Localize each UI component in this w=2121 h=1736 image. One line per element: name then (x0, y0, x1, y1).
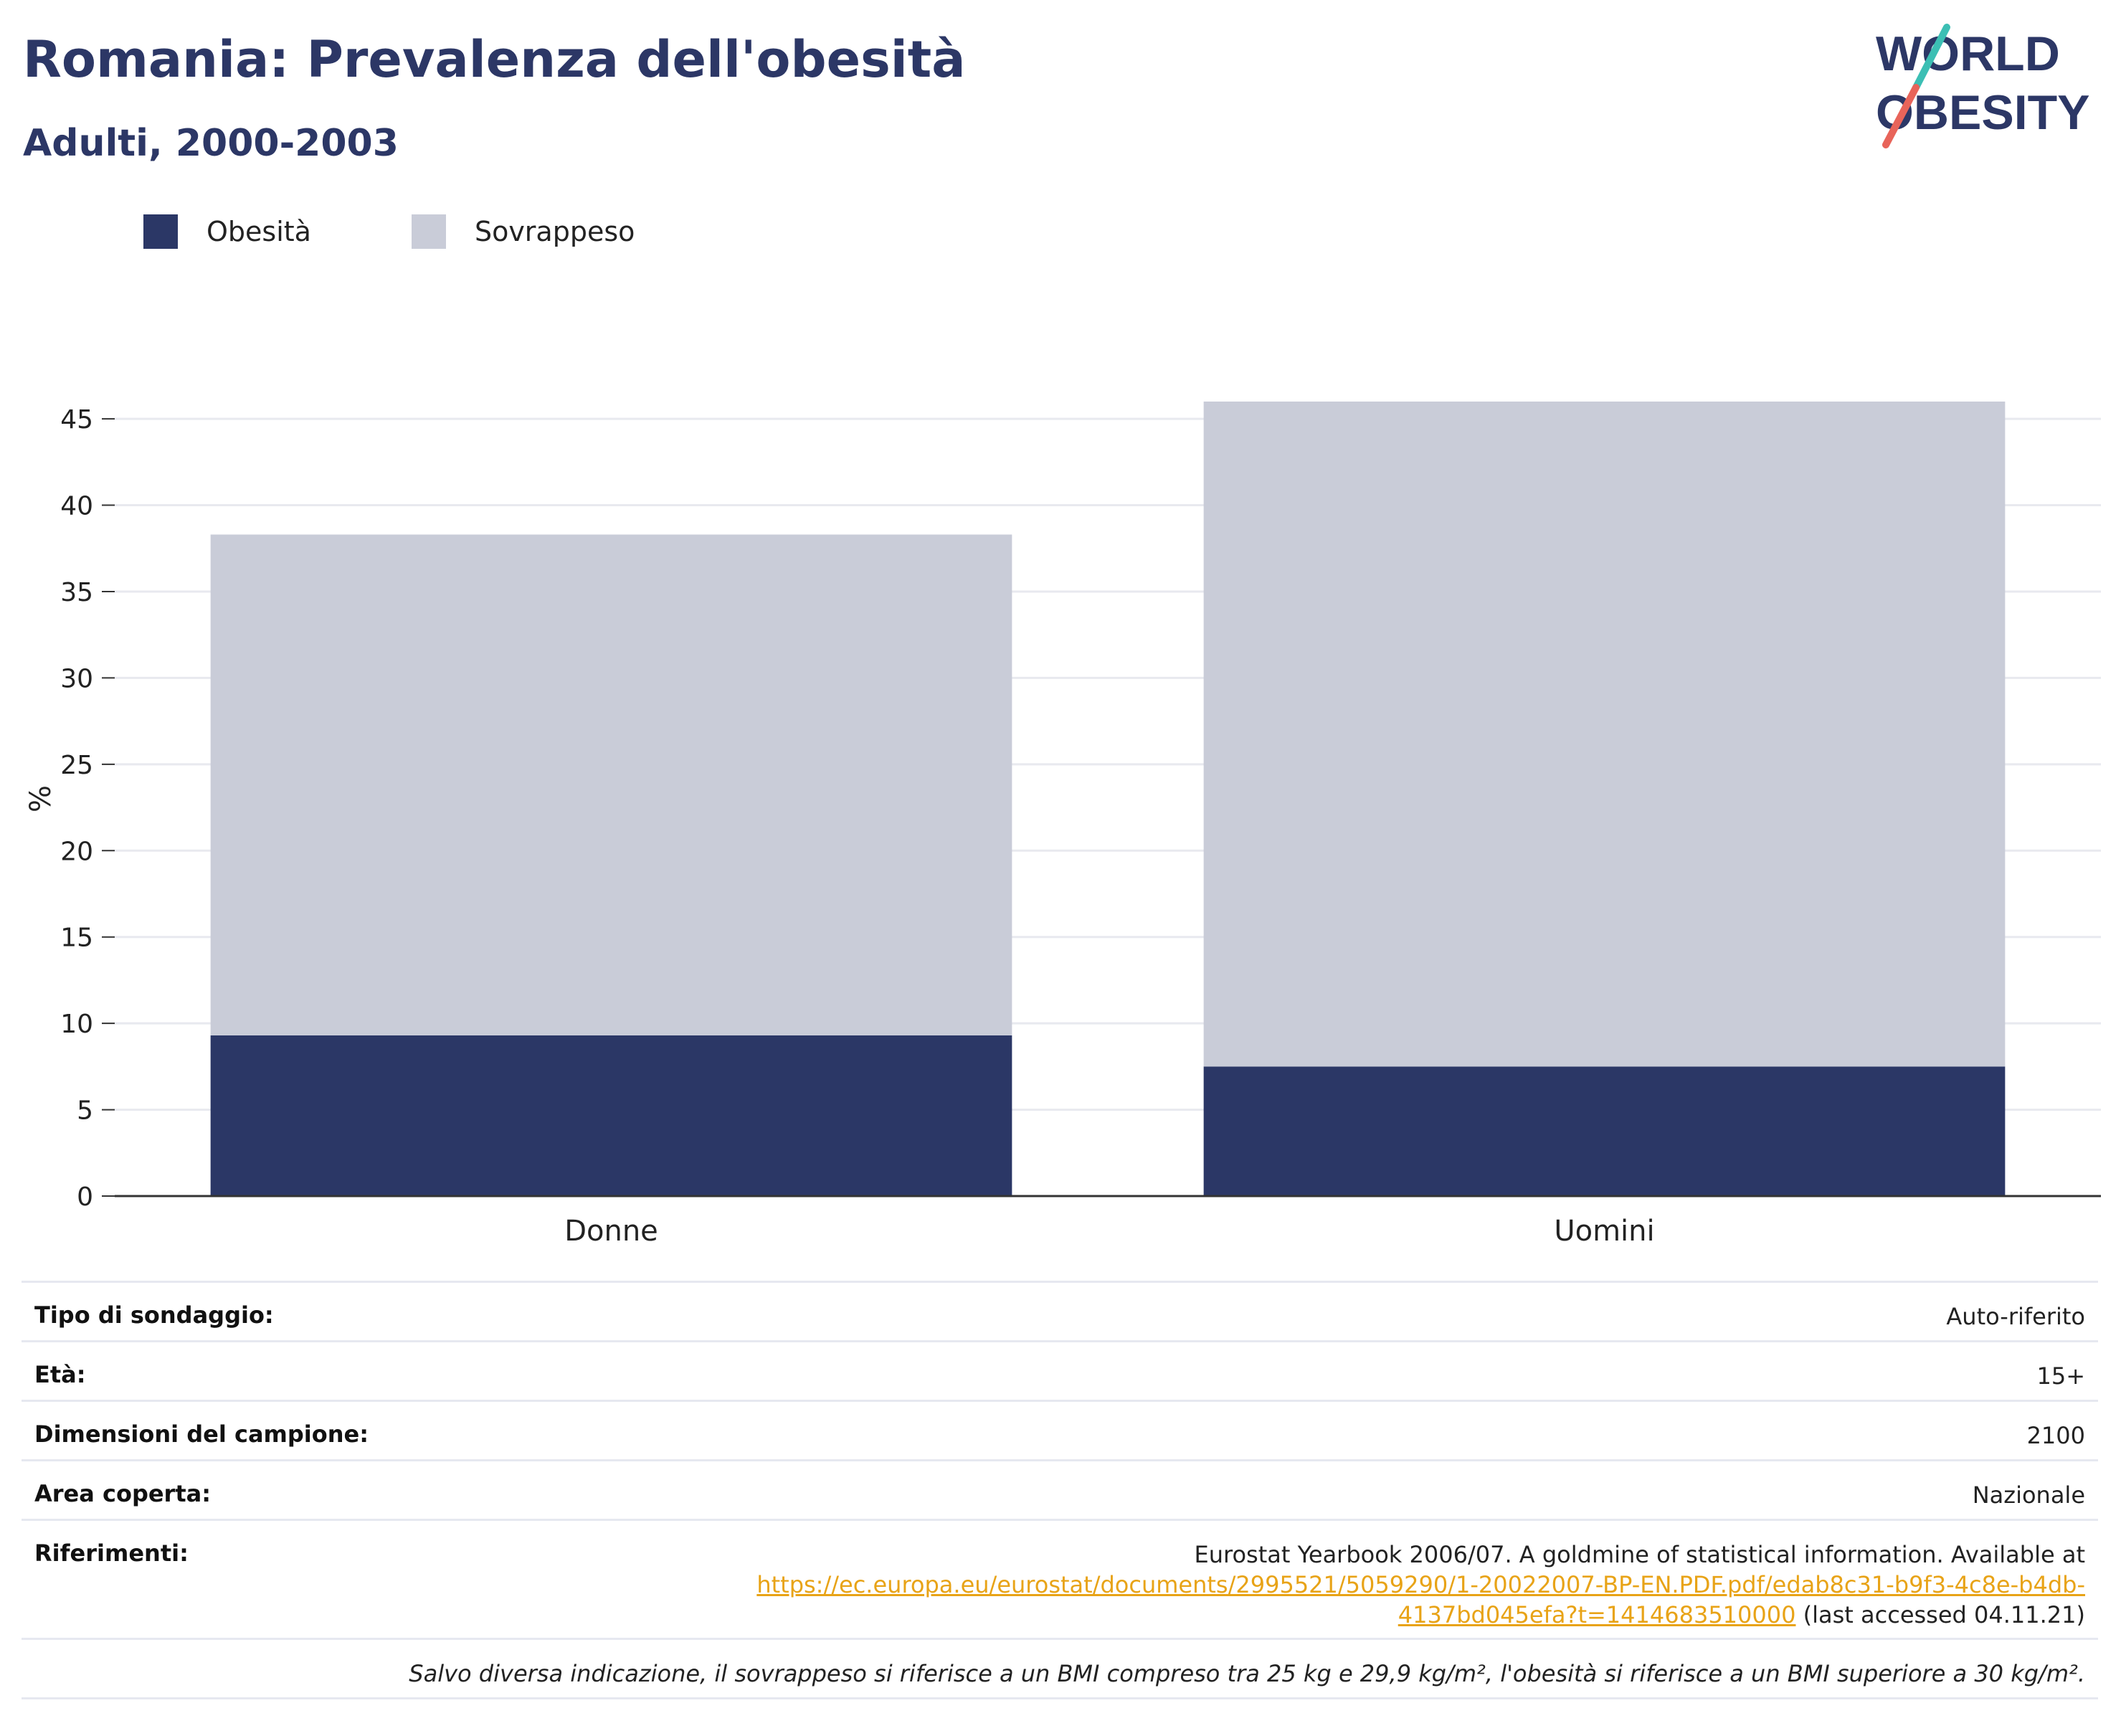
x-tick-label: Uomini (1554, 1215, 1654, 1248)
info-row-campione: Dimensioni del campione: 2100 (22, 1400, 2098, 1459)
info-row-note: Salvo diversa indicazione, il sovrappeso… (22, 1638, 2098, 1697)
info-key: Tipo di sondaggio: (34, 1301, 274, 1329)
y-tick-label: 0 (77, 1182, 93, 1212)
info-value: 15+ (2036, 1362, 2085, 1390)
bmi-note: Salvo diversa indicazione, il sovrappeso… (409, 1660, 2085, 1687)
logo-line1: WORLD (1876, 27, 2060, 81)
bar-donne-obesit (210, 1035, 1012, 1196)
references-intro: Eurostat Yearbook 2006/07. A goldmine of… (1194, 1541, 2086, 1568)
chart-legend: Obesità Sovrappeso (143, 214, 735, 250)
info-row-area: Area coperta: Nazionale (22, 1459, 2098, 1519)
bar-uomini-sovrappeso (1203, 402, 2006, 1067)
legend-label-obesita: Obesità (207, 216, 311, 247)
y-tick-label: 10 (60, 1010, 93, 1039)
bar-donne-sovrappeso (210, 534, 1012, 1035)
info-key: Riferimenti: (34, 1540, 189, 1567)
info-row-eta: Età: 15+ (22, 1340, 2098, 1400)
page-title: Romania: Prevalenza dell'obesità (23, 30, 966, 89)
info-row-tipo: Tipo di sondaggio: Auto-riferito (22, 1281, 2098, 1340)
legend-swatch-sovrappeso (411, 214, 446, 249)
y-tick-label: 30 (60, 664, 93, 693)
info-value: Nazionale (1972, 1481, 2085, 1509)
references-accessed: (last accessed 04.11.21) (1795, 1601, 2085, 1628)
y-tick-label: 35 (60, 578, 93, 607)
references-link[interactable]: https://ec.europa.eu/eurostat/documents/… (756, 1571, 2085, 1628)
info-key: Area coperta: (34, 1480, 212, 1507)
y-axis-label: % (24, 785, 57, 812)
info-key: Età: (34, 1361, 86, 1388)
page-subtitle: Adulti, 2000-2003 (23, 122, 399, 165)
y-tick-label: 5 (77, 1096, 93, 1126)
y-tick-label: 40 (60, 492, 93, 521)
legend-item-obesita[interactable]: Obesità (143, 214, 311, 249)
survey-info-table: Tipo di sondaggio: Auto-riferito Età: 15… (22, 1281, 2098, 1699)
info-value: Auto-riferito (1946, 1303, 2085, 1330)
x-tick-label: Donne (564, 1215, 658, 1248)
legend-swatch-obesita (143, 214, 178, 249)
bar-uomini-obesit (1203, 1066, 2006, 1196)
y-tick-label: 15 (60, 924, 93, 953)
y-tick-label: 20 (60, 837, 93, 866)
references-text: Eurostat Yearbook 2006/07. A goldmine of… (756, 1540, 2085, 1630)
info-row-riferimenti: Riferimenti: Eurostat Yearbook 2006/07. … (22, 1519, 2098, 1638)
legend-item-sovrappeso[interactable]: Sovrappeso (411, 214, 635, 249)
references-link-line2: 4137bd045efa?t=1414683510000 (1398, 1601, 1796, 1628)
info-value: 2100 (2026, 1422, 2085, 1449)
y-tick-label: 45 (60, 405, 93, 435)
references-link-line1: https://ec.europa.eu/eurostat/documents/… (756, 1571, 2085, 1598)
table-bottom-divider (22, 1697, 2098, 1699)
info-key: Dimensioni del campione: (34, 1420, 369, 1448)
legend-label-sovrappeso: Sovrappeso (474, 216, 635, 247)
world-obesity-logo: WORLD OBESITY (1876, 24, 2090, 148)
y-tick-label: 25 (60, 751, 93, 780)
stacked-bar-chart: 0 5 10 15 20 25 30 35 40 45% Donne Uomini (24, 402, 2101, 1248)
